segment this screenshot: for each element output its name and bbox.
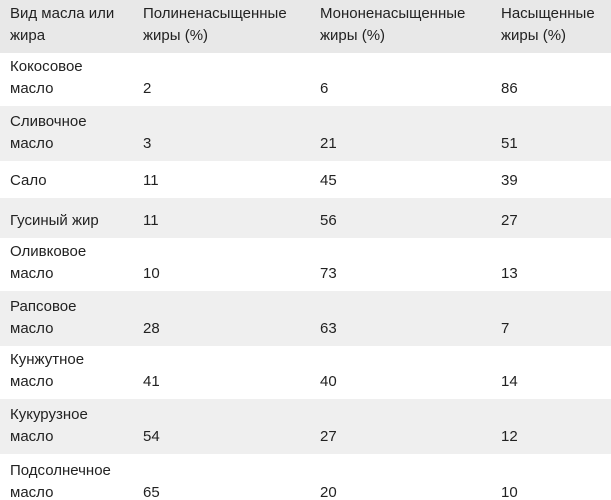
- column-header-polyunsaturated: Полиненасыщенные жиры (%): [143, 5, 287, 44]
- value-cell: 20: [320, 484, 337, 500]
- table-row: Кунжутное масло 41 40 14: [0, 346, 611, 399]
- row-name-cell: Кукурузное масло: [10, 406, 88, 445]
- value-cell: 7: [501, 320, 510, 337]
- value-cell: 10: [501, 484, 518, 500]
- value-cell: 51: [501, 135, 518, 152]
- value-cell: 14: [501, 373, 518, 390]
- row-name-cell: Оливковое масло: [10, 243, 87, 282]
- table-header: Вид масла или жира Полиненасыщенные жиры…: [0, 0, 611, 53]
- value-cell: 40: [320, 373, 337, 390]
- value-cell: 86: [501, 80, 518, 97]
- value-cell: 12: [501, 428, 518, 445]
- value-cell: 54: [143, 428, 160, 445]
- row-name-cell: Сливочное масло: [10, 113, 87, 152]
- value-cell: 10: [143, 265, 160, 282]
- value-cell: 73: [320, 265, 337, 282]
- value-cell: 27: [320, 428, 337, 445]
- row-name-cell: Кокосовое масло: [10, 58, 83, 97]
- column-header-oil-type: Вид масла или жира: [10, 5, 115, 44]
- value-cell: 28: [143, 320, 160, 337]
- value-cell: 2: [143, 80, 152, 97]
- row-name-cell: Рапсовое масло: [10, 298, 77, 337]
- table-row: Подсолнечное масло 65 20 10: [0, 454, 611, 500]
- value-cell: 3: [143, 135, 152, 152]
- table-row: Кукурузное масло 54 27 12: [0, 399, 611, 454]
- value-cell: 65: [143, 484, 160, 500]
- row-name-cell: Сало: [10, 172, 47, 189]
- value-cell: 56: [320, 212, 337, 229]
- value-cell: 6: [320, 80, 329, 97]
- table-body: Кокосовое масло 2 6 86 Сливочное масло 3…: [0, 53, 611, 500]
- row-name-cell: Подсолнечное масло: [10, 462, 111, 500]
- value-cell: 11: [143, 212, 159, 229]
- value-cell: 27: [501, 212, 518, 229]
- value-cell: 39: [501, 172, 518, 189]
- column-header-saturated: Насыщенные жиры (%): [501, 5, 595, 44]
- value-cell: 11: [143, 172, 159, 189]
- column-header-monounsaturated: Мононенасыщенные жиры (%): [320, 5, 466, 44]
- table-row: Оливковое масло 10 73 13: [0, 238, 611, 291]
- header-row: Вид масла или жира Полиненасыщенные жиры…: [0, 0, 611, 53]
- value-cell: 63: [320, 320, 337, 337]
- table-row: Кокосовое масло 2 6 86: [0, 53, 611, 106]
- row-name-cell: Гусиный жир: [10, 212, 99, 229]
- table-row: Гусиный жир 11 56 27: [0, 198, 611, 238]
- value-cell: 13: [501, 265, 518, 282]
- table-row: Сало 11 45 39: [0, 161, 611, 198]
- row-name-cell: Кунжутное масло: [10, 351, 85, 390]
- value-cell: 45: [320, 172, 337, 189]
- value-cell: 21: [320, 135, 337, 152]
- table-row: Рапсовое масло 28 63 7: [0, 291, 611, 346]
- value-cell: 41: [143, 373, 160, 390]
- table-row: Сливочное масло 3 21 51: [0, 106, 611, 161]
